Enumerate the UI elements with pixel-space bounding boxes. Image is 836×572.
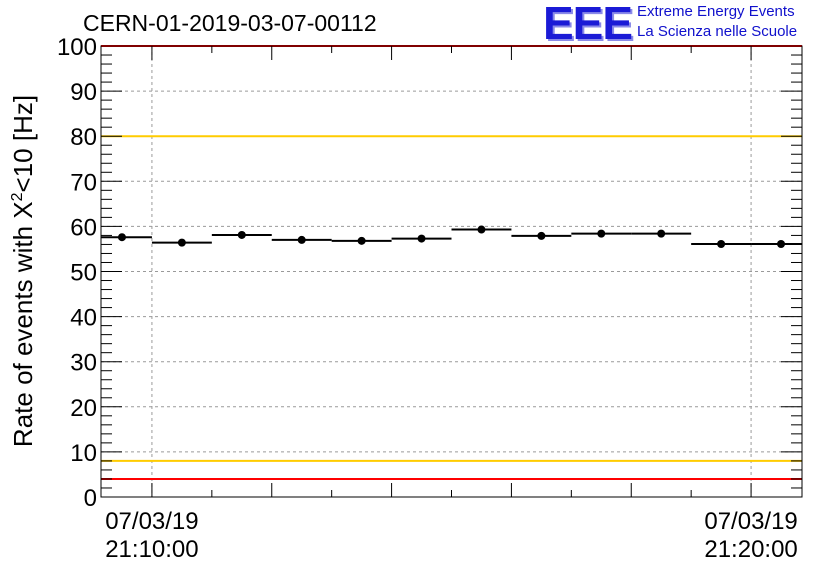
data-point (357, 236, 366, 245)
y-axis-label-rest: <10 [Hz] (8, 95, 38, 193)
chart-title: CERN-01-2019-03-07-00112 (83, 10, 377, 36)
grid (101, 46, 802, 497)
y-tick-label: 100 (57, 34, 97, 61)
eee-logo: EEE Extreme Energy Events La Scienza nel… (543, 0, 833, 49)
logo-mark: EEE (543, 0, 633, 49)
axis-labels: 010203040506070809010007/03/1921:10:0007… (57, 34, 798, 563)
data-point (477, 225, 486, 234)
data-point (237, 230, 246, 239)
y-axis-label-main: Rate of events with X (8, 201, 38, 447)
y-tick-label: 10 (70, 440, 97, 467)
logo-line-2: La Scienza nelle Scuole (637, 23, 798, 40)
x-tick-label-time: 21:20:00 (704, 536, 797, 563)
y-tick-label: 90 (70, 79, 97, 106)
y-tick-label: 80 (70, 124, 97, 151)
data-point (657, 229, 666, 238)
y-tick-label: 50 (70, 260, 97, 287)
data-point (537, 231, 546, 240)
data-point (297, 235, 306, 244)
y-tick-label: 70 (70, 169, 97, 196)
x-tick-label-time: 21:10:00 (105, 536, 198, 563)
axis-ticks (101, 45, 802, 498)
y-tick-label: 60 (70, 214, 97, 241)
reference-lines (101, 45, 802, 480)
data-point (117, 233, 126, 242)
y-tick-label: 30 (70, 350, 97, 377)
y-axis-label: Rate of events with X2<10 [Hz] (8, 95, 38, 447)
y-tick-label: 40 (70, 305, 97, 332)
logo-line-1: Extreme Energy Events (637, 3, 795, 20)
data-point (777, 239, 786, 248)
data-point (417, 234, 426, 243)
data-point (597, 229, 606, 238)
x-tick-label-date: 07/03/19 (704, 508, 797, 535)
y-tick-label: 20 (70, 395, 97, 422)
data-point (177, 238, 186, 247)
x-tick-label-date: 07/03/19 (105, 508, 198, 535)
y-tick-label: 0 (84, 485, 97, 512)
y-axis-label-superscript: 2 (9, 192, 26, 201)
data-series (101, 225, 802, 248)
data-point (717, 239, 726, 248)
